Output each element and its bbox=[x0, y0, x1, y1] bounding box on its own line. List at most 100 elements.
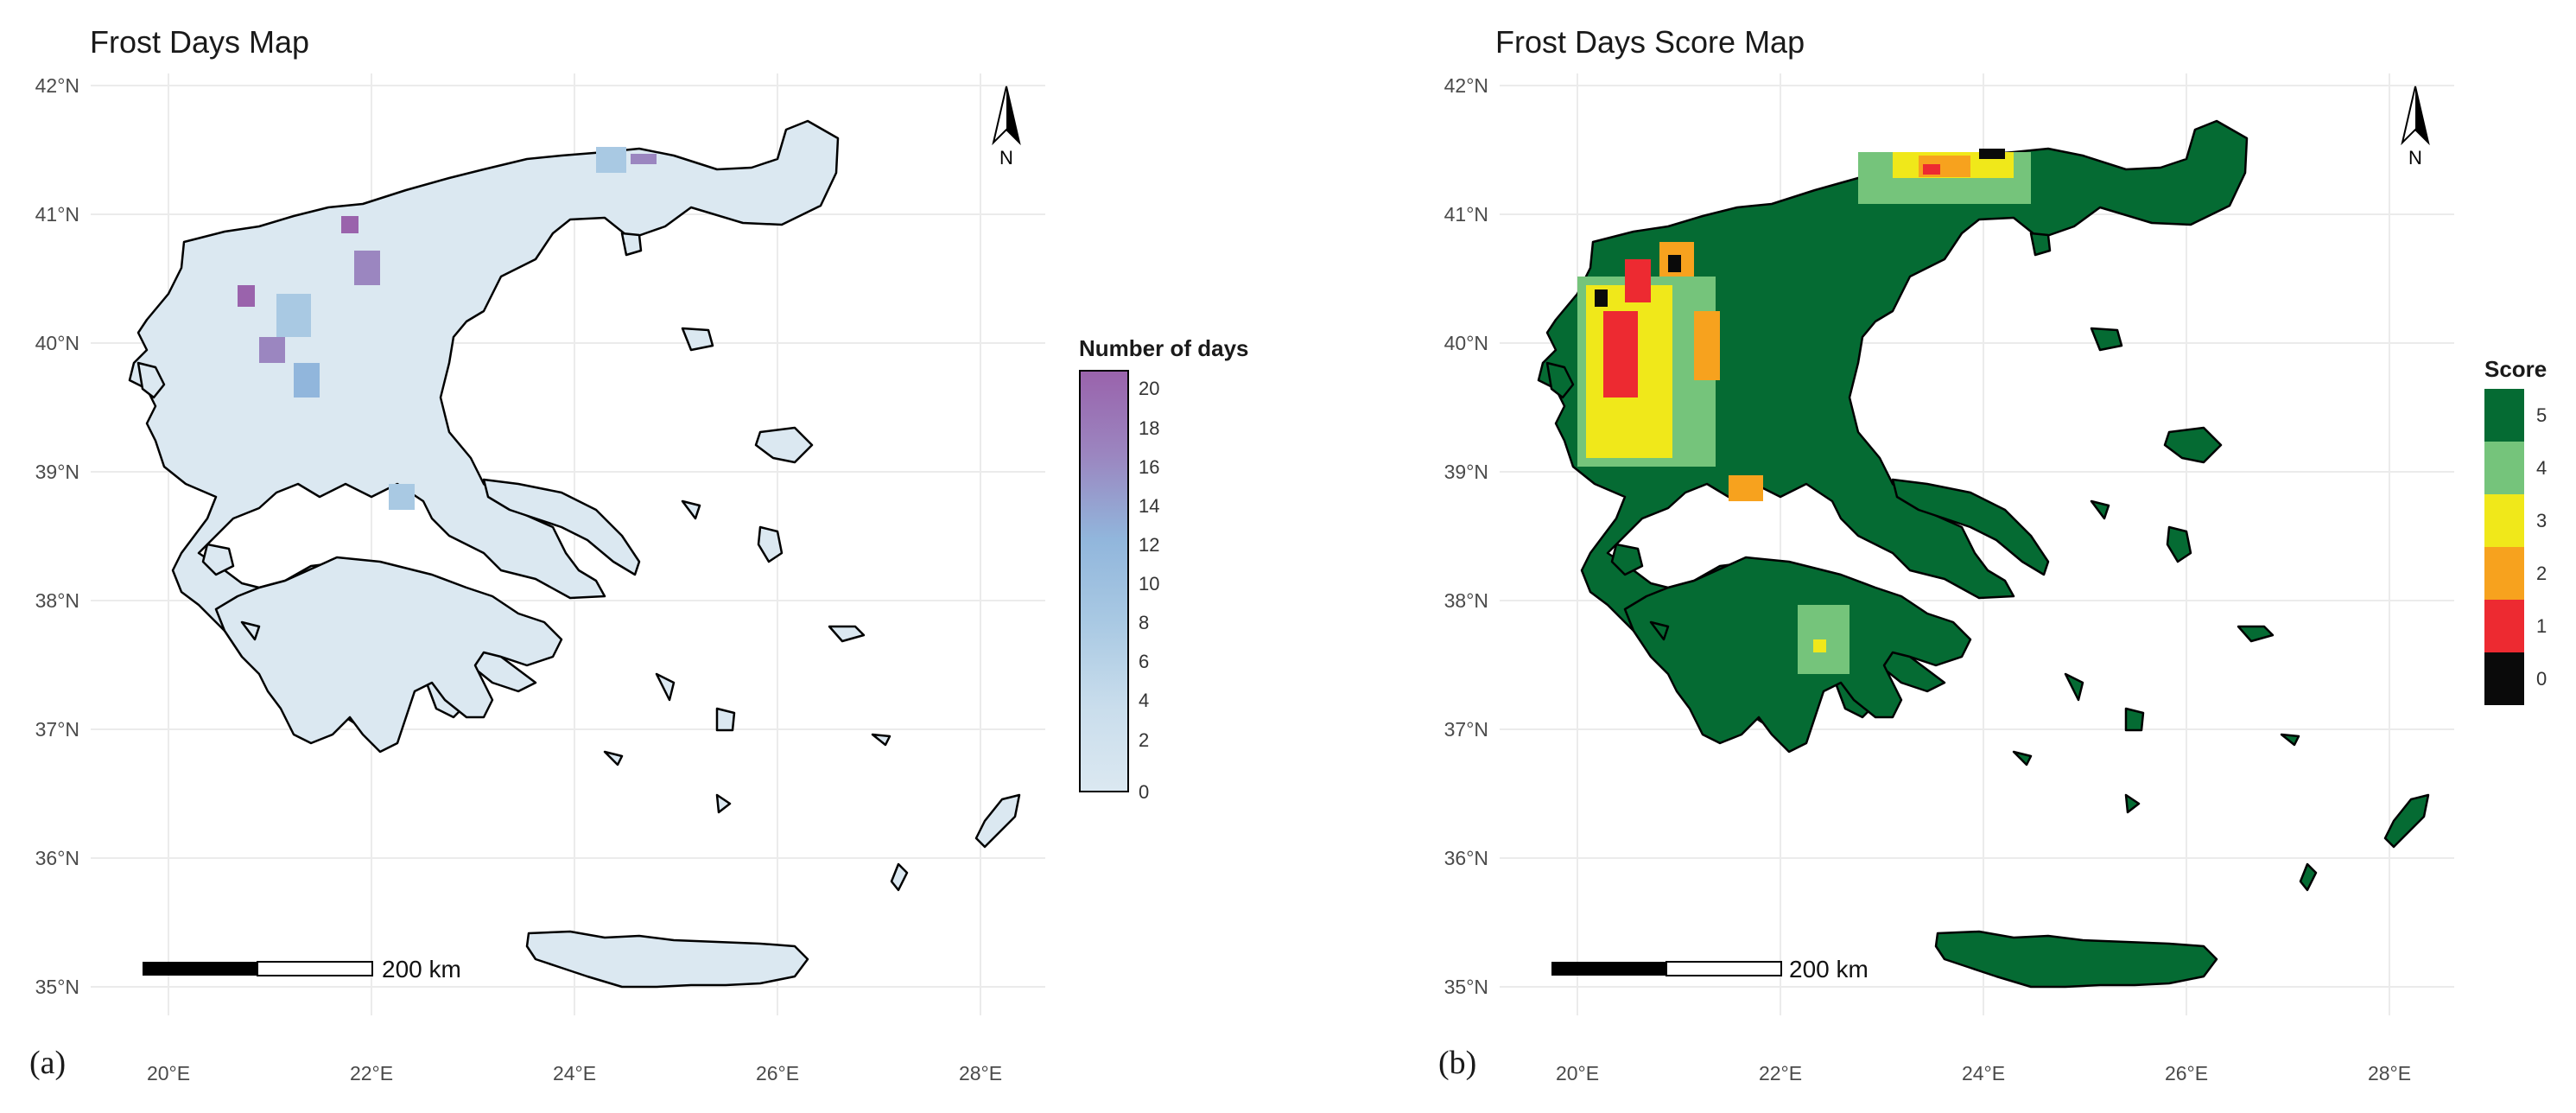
score-cell-3 bbox=[1813, 639, 1826, 652]
x-tick-label: 26°E bbox=[756, 1062, 799, 1084]
kos bbox=[2280, 733, 2300, 747]
crete bbox=[525, 930, 809, 989]
score-cell-1 bbox=[1923, 164, 1940, 175]
legend-swatch-0 bbox=[2484, 652, 2524, 705]
corfu bbox=[1545, 361, 1575, 399]
scale-bar-segment bbox=[1666, 961, 1782, 976]
legend-tick: 8 bbox=[1139, 612, 1150, 633]
y-tick-label: 42°N bbox=[1444, 74, 1488, 97]
score-cell-1 bbox=[1625, 259, 1651, 302]
frost-cell-mid-high bbox=[259, 337, 285, 363]
kefalonia bbox=[201, 543, 235, 576]
legend-label: 0 bbox=[2536, 668, 2547, 690]
score-cell-0 bbox=[1595, 289, 1608, 307]
y-tick-label: 35°N bbox=[35, 976, 79, 998]
frost-cell-mid bbox=[294, 363, 320, 398]
legend-label: 3 bbox=[2536, 510, 2547, 531]
legend-tick: 16 bbox=[1139, 456, 1160, 478]
map-title: Frost Days Score Map bbox=[1495, 24, 1805, 60]
y-tick-label: 38°N bbox=[1444, 589, 1488, 612]
legend-label: 5 bbox=[2536, 404, 2547, 426]
legend-tick: 14 bbox=[1139, 495, 1160, 517]
x-axis-labels: 20°E 22°E 24°E 26°E 28°E bbox=[147, 1062, 1002, 1084]
y-tick-label: 42°N bbox=[35, 74, 79, 97]
y-tick-label: 41°N bbox=[1444, 203, 1488, 226]
naxos bbox=[715, 707, 736, 732]
frost-days-panel: Frost Days Map 42°N 41°N 40°N 39°N 38°N … bbox=[29, 24, 1249, 1084]
skyros bbox=[681, 499, 701, 520]
map-title: Frost Days Map bbox=[90, 24, 310, 60]
y-tick-label: 40°N bbox=[35, 332, 79, 354]
y-tick-label: 39°N bbox=[1444, 461, 1488, 483]
legend-swatch-5 bbox=[2484, 389, 2524, 442]
panel-label: (a) bbox=[29, 1045, 67, 1081]
thasos bbox=[620, 232, 643, 257]
frost-score-map: 42°N 41°N 40°N 39°N 38°N 37°N 36°N 35°N … bbox=[1444, 73, 2454, 1084]
frost-cell-mid bbox=[276, 294, 311, 337]
y-tick-label: 39°N bbox=[35, 461, 79, 483]
evia bbox=[1891, 478, 2050, 576]
legend-swatch-2 bbox=[2484, 547, 2524, 600]
santorini bbox=[2124, 793, 2141, 814]
legend-tick: 10 bbox=[1139, 573, 1160, 595]
chios bbox=[757, 525, 784, 563]
chios bbox=[2166, 525, 2192, 563]
score-cell-2 bbox=[1729, 475, 1763, 501]
legend-label: 2 bbox=[2536, 563, 2547, 584]
north-label: N bbox=[999, 147, 1013, 169]
samos bbox=[2237, 625, 2275, 643]
thasos bbox=[2029, 232, 2052, 257]
y-tick-label: 38°N bbox=[35, 589, 79, 612]
lesvos bbox=[754, 426, 814, 464]
legend-label: 4 bbox=[2536, 457, 2547, 479]
legend-tick: 4 bbox=[1139, 690, 1150, 711]
x-tick-label: 28°E bbox=[959, 1062, 1002, 1084]
score-cell-2 bbox=[1694, 311, 1720, 380]
scale-bar-segment bbox=[143, 962, 257, 976]
frost-cell-high bbox=[238, 285, 255, 307]
limnos bbox=[2090, 327, 2123, 352]
score-cells bbox=[1577, 149, 2031, 674]
corfu bbox=[136, 361, 166, 399]
andros bbox=[2064, 672, 2084, 702]
y-tick-label: 40°N bbox=[1444, 332, 1488, 354]
naxos bbox=[2124, 707, 2145, 732]
x-tick-label: 22°E bbox=[350, 1062, 393, 1084]
frost-color-bar bbox=[1079, 370, 1129, 792]
skyros bbox=[2090, 499, 2110, 520]
greece-land bbox=[128, 119, 1021, 989]
x-tick-label: 24°E bbox=[1962, 1062, 2005, 1084]
scale-bar-label: 200 km bbox=[382, 956, 461, 983]
andros bbox=[655, 672, 676, 702]
legend-tick: 12 bbox=[1139, 534, 1160, 556]
y-tick-label: 37°N bbox=[35, 718, 79, 741]
greece-score-land bbox=[1537, 119, 2430, 989]
karpathos bbox=[890, 862, 909, 892]
frost-cell-mid-high bbox=[354, 251, 380, 285]
frost-cell-mid-high bbox=[631, 154, 657, 164]
legend-tick: 20 bbox=[1139, 378, 1160, 399]
x-tick-label: 24°E bbox=[553, 1062, 596, 1084]
score-cell-0 bbox=[1979, 149, 2005, 159]
frost-hotspots bbox=[238, 147, 657, 510]
karpathos bbox=[2299, 862, 2318, 892]
santorini bbox=[715, 793, 732, 814]
crete bbox=[1934, 930, 2218, 989]
legend-title: Score bbox=[2484, 356, 2547, 382]
x-axis-labels: 20°E 22°E 24°E 26°E 28°E bbox=[1556, 1062, 2411, 1084]
scale-bar-label: 200 km bbox=[1789, 956, 1869, 983]
frost-days-map: 42°N 41°N 40°N 39°N 38°N 37°N 36°N 35°N … bbox=[35, 73, 1045, 1084]
legend-swatch-1 bbox=[2484, 600, 2524, 652]
y-tick-label: 36°N bbox=[35, 847, 79, 869]
peloponnese bbox=[214, 556, 563, 754]
legend-tick: 18 bbox=[1139, 417, 1160, 439]
limnos bbox=[681, 327, 714, 352]
samos bbox=[828, 625, 866, 643]
rhodes bbox=[974, 793, 1021, 849]
evia bbox=[482, 478, 641, 576]
score-cell-1 bbox=[1603, 311, 1638, 398]
y-axis-labels: 42°N 41°N 40°N 39°N 38°N 37°N 36°N 35°N bbox=[1444, 74, 1488, 998]
y-tick-label: 37°N bbox=[1444, 718, 1488, 741]
scale-bar: 200 km bbox=[143, 956, 461, 983]
legend-swatch-4 bbox=[2484, 442, 2524, 494]
